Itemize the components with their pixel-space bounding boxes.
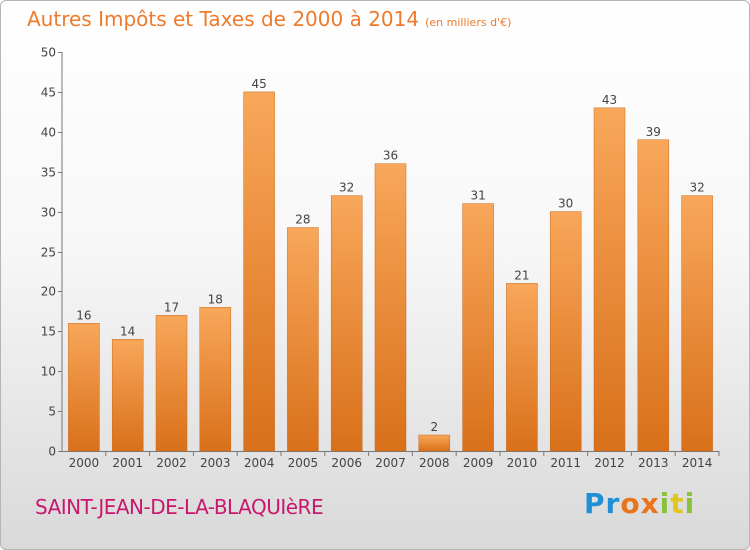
- bar-2006: [330, 195, 363, 452]
- bar-value-label: 43: [602, 93, 617, 107]
- y-tick-label: 0: [48, 445, 56, 459]
- y-tick-label: 10: [41, 365, 56, 379]
- x-tick-label: 2007: [375, 456, 406, 470]
- bar-value-label: 28: [295, 213, 310, 227]
- bar-value-label: 32: [339, 181, 354, 195]
- bar-2008: [418, 434, 451, 452]
- bar-value-label: 31: [470, 189, 485, 203]
- x-tick-label: 2009: [463, 456, 494, 470]
- y-tick-label: 5: [48, 405, 56, 419]
- x-tick-label: 2002: [156, 456, 187, 470]
- x-tick-label: 2000: [69, 456, 100, 470]
- x-tick-label: 2003: [200, 456, 231, 470]
- bar-value-label: 30: [558, 197, 573, 211]
- bar-2011: [549, 211, 582, 452]
- axes: 0 5 10 15 20 25 30 35 40 45 50 2000 2001 2002 2003 2004…: [41, 46, 720, 470]
- x-tick-label: 2005: [288, 456, 319, 470]
- x-tick-label: 2010: [507, 456, 538, 470]
- x-tick-label: 2001: [112, 456, 143, 470]
- proxiti-logo: Proxiti: [584, 487, 695, 520]
- logo-letter: P: [584, 487, 606, 520]
- y-tick-label: 20: [41, 285, 56, 299]
- y-tick-label: 35: [41, 166, 56, 180]
- logo-letter: o: [620, 487, 641, 520]
- logo-letter: r: [605, 487, 621, 520]
- x-tick-label: 2013: [638, 456, 669, 470]
- y-tick-label: 30: [41, 206, 56, 220]
- y-tick-label: 45: [41, 86, 56, 100]
- x-tick-label: 2006: [331, 456, 362, 470]
- y-tick-label: 25: [41, 246, 56, 260]
- logo-letter: i: [684, 487, 696, 520]
- logo-letter: t: [670, 487, 685, 520]
- bar-2001: [111, 339, 144, 452]
- x-tick-label: 2008: [419, 456, 450, 470]
- bar-2012: [593, 107, 626, 452]
- bar-2009: [462, 203, 494, 452]
- bar-value-label: 45: [251, 77, 266, 91]
- y-tick-label: 15: [41, 325, 56, 339]
- bar-2002: [155, 315, 188, 452]
- bars: 16 14 17 18 45 28 32 36 2 31 21 30 43 39 32: [68, 77, 713, 452]
- bar-2005: [287, 227, 319, 452]
- bar-2014: [681, 195, 713, 452]
- bar-2013: [637, 139, 670, 452]
- bar-value-label: 36: [383, 149, 398, 163]
- title-text: Autres Impôts et Taxes de 2000 à 2014: [27, 7, 420, 31]
- bar-value-label: 21: [514, 268, 529, 282]
- bar-value-label: 17: [164, 300, 179, 314]
- bar-2000: [68, 323, 100, 452]
- chart-subtitle: (en milliers d'€): [425, 16, 512, 29]
- bar-value-label: 18: [208, 292, 223, 306]
- bar-2010: [506, 283, 538, 452]
- commune-name: SAINT-JEAN-DE-LA-BLAQUIèRE: [35, 495, 324, 519]
- y-tick-label: 50: [41, 46, 56, 60]
- bar-2007: [374, 163, 407, 452]
- bar-value-label: 14: [120, 324, 135, 338]
- logo-letter: x: [640, 487, 660, 520]
- bar-2003: [199, 307, 232, 452]
- x-tick-label: 2004: [244, 456, 275, 470]
- x-tick-label: 2011: [550, 456, 581, 470]
- bar-value-label: 16: [76, 308, 91, 322]
- x-tick-label: 2012: [594, 456, 625, 470]
- y-tick-label: 40: [41, 126, 56, 140]
- bar-value-label: 39: [646, 125, 661, 139]
- chart-title: Autres Impôts et Taxes de 2000 à 2014 (en…: [27, 7, 511, 31]
- x-tick-label: 2014: [682, 456, 713, 470]
- bar-2004: [243, 91, 275, 452]
- bar-value-label: 2: [430, 420, 438, 434]
- logo-letter: i: [659, 487, 671, 520]
- bar-value-label: 32: [689, 181, 704, 195]
